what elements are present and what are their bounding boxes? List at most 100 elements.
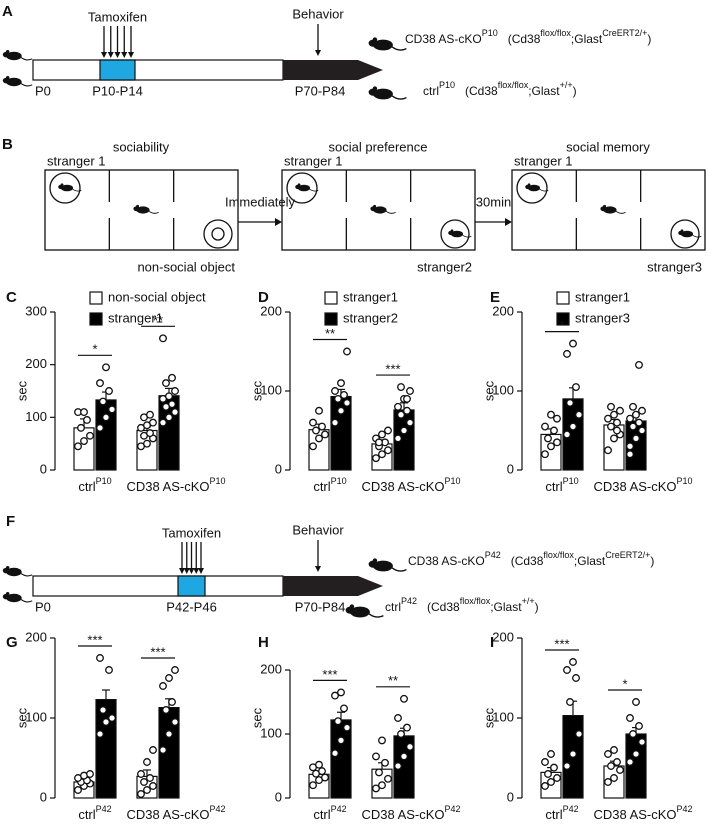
data-point [340, 704, 348, 713]
data-point [137, 770, 145, 778]
mouse-tail [539, 188, 549, 192]
mouse-body [136, 206, 150, 214]
stranger-label: non-social object [137, 259, 235, 274]
data-point [626, 714, 634, 722]
significance-label: ** [388, 673, 398, 688]
data-point [610, 434, 618, 443]
mouse-body [603, 206, 617, 214]
data-point [629, 422, 637, 431]
data-point [140, 778, 148, 786]
y-tick-label: 300 [25, 303, 47, 318]
data-point [99, 397, 107, 406]
data-point [143, 439, 151, 448]
data-point [331, 749, 339, 758]
data-point [635, 418, 643, 427]
data-point [159, 334, 167, 343]
arrow-head [315, 50, 321, 56]
data-point [309, 418, 317, 427]
data-point [406, 387, 414, 395]
mouse-body [297, 184, 311, 192]
group-label-part: ctrl [423, 84, 439, 98]
y-axis-label: sec [481, 380, 496, 401]
mouse-body [6, 51, 22, 61]
panel-letter: D [258, 289, 269, 306]
data-point [108, 714, 116, 722]
data-point [566, 698, 574, 706]
x-tick-label: ctrlP10 [313, 476, 346, 494]
data-point [334, 717, 342, 726]
mouse-icon [58, 183, 82, 192]
y-tick-label: 200 [25, 629, 47, 644]
data-point [638, 738, 646, 746]
mouse-icon [2, 592, 33, 603]
mouse-icon [295, 183, 319, 192]
legend-label: stranger1 [343, 289, 398, 304]
arrow-head [183, 568, 190, 574]
data-point [626, 450, 634, 459]
mouse-tail [385, 210, 396, 214]
mouse-tail [391, 567, 407, 572]
mouse-body [373, 560, 393, 572]
mouse-body [6, 567, 22, 577]
data-point [309, 442, 317, 451]
data-point [397, 410, 405, 419]
legend-swatch [324, 291, 338, 305]
data-point [143, 786, 151, 794]
mouse-body [527, 184, 541, 192]
x-tick-label-part: ctrl [545, 479, 562, 494]
data-point [635, 360, 643, 369]
y-tick-label: 100 [25, 709, 47, 724]
y-axis-label: sec [14, 707, 29, 728]
x-tick-label: ctrlP42 [78, 804, 111, 822]
data-point [569, 750, 577, 758]
x-tick-label-part: CD38 AS-cKO [593, 807, 676, 822]
y-tick-label: 0 [507, 789, 514, 804]
data-point [159, 682, 167, 690]
mouse-tail [368, 613, 384, 618]
y-tick-label: 200 [260, 661, 282, 676]
data-point [629, 402, 637, 411]
data-point [632, 434, 640, 443]
data-point [607, 402, 615, 411]
y-tick-label: 200 [492, 629, 514, 644]
data-point [162, 379, 170, 388]
y-axis-label: sec [249, 707, 264, 728]
data-point [397, 730, 405, 738]
y-tick-label: 100 [25, 409, 47, 424]
group-label: ctrlP42 (Cd38flox/flox;Glast+/+) [385, 596, 539, 614]
data-point [315, 434, 323, 443]
data-point [74, 442, 82, 451]
behavior-period [283, 576, 383, 596]
data-point [604, 750, 612, 758]
data-point [171, 408, 179, 417]
data-point [375, 438, 383, 447]
data-point [171, 666, 179, 674]
data-point [165, 674, 173, 682]
mouse-ear [680, 229, 684, 233]
data-point [384, 774, 392, 783]
data-point [168, 373, 176, 382]
group-label-part: P42 [401, 596, 417, 606]
data-point [146, 410, 154, 419]
mouse-ear [5, 592, 10, 596]
panel-letter: C [6, 289, 17, 306]
panel-letter: B [2, 136, 13, 153]
data-point [340, 391, 348, 399]
mouse-body [350, 606, 370, 618]
mouse-body [680, 230, 694, 238]
data-point [604, 446, 612, 455]
group-label: ctrlP10 (Cd38flox/flox;Glast+/+) [423, 80, 577, 98]
data-point [159, 746, 167, 754]
transition-label: Immediately [225, 194, 296, 209]
stranger-label: stranger 1 [284, 153, 343, 168]
data-point [406, 742, 414, 751]
data-point [547, 778, 555, 786]
data-point [334, 394, 342, 403]
mouse-icon [600, 204, 626, 214]
x-tick-label-part: ctrl [78, 479, 95, 494]
data-point [378, 781, 386, 790]
data-point [74, 786, 82, 794]
data-point [321, 430, 329, 439]
data-point [102, 363, 110, 372]
group-label-part: ) [573, 84, 577, 98]
